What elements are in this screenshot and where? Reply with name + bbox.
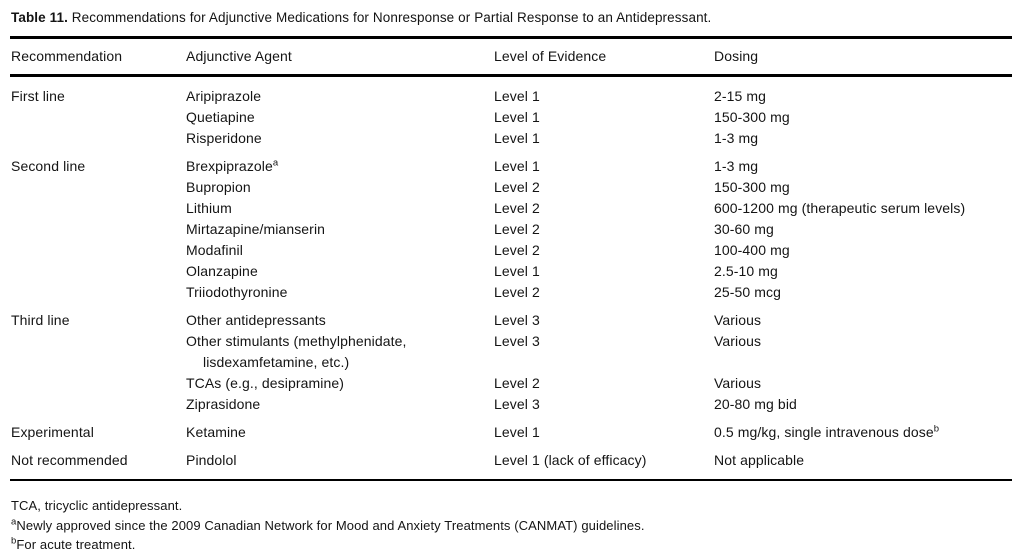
cell-recommendation <box>10 373 185 394</box>
table-row: Modafinil Level 2 100-400 mg <box>10 240 1012 261</box>
cell-level-of-evidence: Level 3 <box>494 333 540 349</box>
cell-level-of-evidence: Level 2 <box>494 375 540 391</box>
footnote-marker: a <box>11 516 17 528</box>
table-number-label: Table 11. <box>11 10 68 25</box>
table-row: Second line Brexpiprazolea Level 1 1-3 mg <box>10 149 1012 177</box>
cell-dosing: 600-1200 mg (therapeutic serum levels) <box>714 200 966 216</box>
cell-adjunctive-agent: Other antidepressants <box>186 312 326 328</box>
cell-level-of-evidence: Level 2 <box>494 221 540 237</box>
cell-dosing: 20-80 mg bid <box>714 396 797 412</box>
cell-adjunctive-agent: Modafinil <box>186 242 243 258</box>
cell-recommendation <box>10 282 185 303</box>
column-header-recommendation: Recommendation <box>10 36 185 77</box>
table-title-text: Recommendations for Adjunctive Medicatio… <box>67 10 712 25</box>
cell-adjunctive-agent: Olanzapine <box>186 263 258 279</box>
cell-recommendation <box>10 198 185 219</box>
table-header: Recommendation Adjunctive Agent Level of… <box>10 36 1012 77</box>
cell-dosing: 150-300 mg <box>714 109 790 125</box>
cell-level-of-evidence: Level 1 <box>494 263 540 279</box>
table-title: Table 11. Recommendations for Adjunctive… <box>10 5 1012 36</box>
cell-adjunctive-agent: Risperidone <box>186 130 262 146</box>
cell-adjunctive-agent: Ziprasidone <box>186 396 261 412</box>
table-row: Experimental Ketamine Level 1 0.5 mg/kg, si… <box>10 415 1012 443</box>
footnote-line: TCA, tricyclic antidepressant. <box>11 498 183 513</box>
cell-recommendation <box>10 177 185 198</box>
adjunctive-medications-table: Recommendation Adjunctive Agent Level of… <box>10 36 1012 481</box>
cell-dosing: Not applicable <box>714 452 805 468</box>
column-header-adjunctive-agent: Adjunctive Agent <box>185 36 493 77</box>
cell-adjunctive-agent: Ketamine <box>186 424 246 440</box>
cell-adjunctive-agent: Lithium <box>186 200 232 216</box>
cell-level-of-evidence: Level 1 <box>494 109 540 125</box>
table-row: Risperidone Level 1 1-3 mg <box>10 128 1012 149</box>
cell-dosing: 25-50 mcg <box>714 284 782 300</box>
table-row: Lithium Level 2 600-1200 mg (therapeutic s… <box>10 198 1012 219</box>
cell-level-of-evidence: Level 1 (lack of efficacy) <box>494 452 647 468</box>
cell-dosing: 2.5-10 mg <box>714 263 778 279</box>
cell-recommendation <box>10 331 185 373</box>
table-row: Bupropion Level 2 150-300 mg <box>10 177 1012 198</box>
table-row: First line Aripiprazole Level 1 2-15 mg <box>10 76 1012 108</box>
cell-adjunctive-agent: Aripiprazole <box>186 88 262 104</box>
footnote-marker: b <box>11 535 17 547</box>
table-row: Ziprasidone Level 3 20-80 mg bid <box>10 394 1012 415</box>
cell-adjunctive-agent: Other stimulants (methylphenidate, lisde… <box>186 333 407 370</box>
cell-level-of-evidence: Level 2 <box>494 179 540 195</box>
cell-level-of-evidence: Level 3 <box>494 312 540 328</box>
cell-adjunctive-agent: Triiodothyronine <box>186 284 288 300</box>
cell-recommendation <box>10 128 185 149</box>
cell-recommendation <box>10 219 185 240</box>
cell-dosing: 1-3 mg <box>714 158 759 174</box>
table-row: Other stimulants (methylphenidate, lisde… <box>10 331 1012 373</box>
table-row: Triiodothyronine Level 2 25-50 mcg <box>10 282 1012 303</box>
cell-level-of-evidence: Level 2 <box>494 284 540 300</box>
cell-dosing: Various <box>714 375 762 391</box>
cell-adjunctive-agent: Brexpiprazolea <box>186 157 279 174</box>
cell-dosing: 150-300 mg <box>714 179 790 195</box>
cell-level-of-evidence: Level 2 <box>494 242 540 258</box>
cell-level-of-evidence: Level 2 <box>494 200 540 216</box>
cell-recommendation <box>10 394 185 415</box>
cell-level-of-evidence: Level 1 <box>494 88 540 104</box>
cell-dosing: 0.5 mg/kg, single intravenous doseb <box>714 423 940 440</box>
footnote-line: aNewly approved since the 2009 Canadian … <box>11 516 645 533</box>
cell-level-of-evidence: Level 3 <box>494 396 540 412</box>
cell-adjunctive-agent: Pindolol <box>186 452 237 468</box>
cell-adjunctive-agent: TCAs (e.g., desipramine) <box>186 375 345 391</box>
table-row: Third line Other antidepressants Level 3 Va… <box>10 303 1012 331</box>
cell-level-of-evidence: Level 1 <box>494 158 540 174</box>
footnote-marker: b <box>933 423 940 435</box>
cell-recommendation <box>10 240 185 261</box>
cell-level-of-evidence: Level 1 <box>494 424 540 440</box>
table-footnotes: TCA, tricyclic antidepressant. aNewly app… <box>10 481 1012 555</box>
cell-recommendation <box>10 107 185 128</box>
cell-recommendation: Third line <box>11 312 70 328</box>
cell-adjunctive-agent: Mirtazapine/mianserin <box>186 221 326 237</box>
table-row: Olanzapine Level 1 2.5-10 mg <box>10 261 1012 282</box>
column-header-dosing: Dosing <box>713 36 1012 77</box>
footnote-marker: a <box>272 157 279 169</box>
table-body: First line Aripiprazole Level 1 2-15 mg Quet… <box>10 76 1012 481</box>
cell-dosing: Various <box>714 312 762 328</box>
cell-dosing: 30-60 mg <box>714 221 774 237</box>
cell-adjunctive-agent: Quetiapine <box>186 109 255 125</box>
cell-dosing: 1-3 mg <box>714 130 759 146</box>
cell-recommendation: Experimental <box>11 424 94 440</box>
cell-dosing: 2-15 mg <box>714 88 767 104</box>
cell-recommendation: Not recommended <box>11 452 128 468</box>
cell-recommendation: Second line <box>11 158 86 174</box>
cell-dosing: 100-400 mg <box>714 242 790 258</box>
table-row: Mirtazapine/mianserin Level 2 30-60 mg <box>10 219 1012 240</box>
cell-adjunctive-agent: Bupropion <box>186 179 251 195</box>
table-row: TCAs (e.g., desipramine) Level 2 Various <box>10 373 1012 394</box>
footnote-line: bFor acute treatment. <box>11 535 136 552</box>
cell-dosing: Various <box>714 333 762 349</box>
cell-level-of-evidence: Level 1 <box>494 130 540 146</box>
table-row: Not recommended Pindolol Level 1 (lack of … <box>10 443 1012 480</box>
cell-recommendation: First line <box>11 88 65 104</box>
table-row: Quetiapine Level 1 150-300 mg <box>10 107 1012 128</box>
cell-recommendation <box>10 261 185 282</box>
column-header-level-of-evidence: Level of Evidence <box>493 36 713 77</box>
